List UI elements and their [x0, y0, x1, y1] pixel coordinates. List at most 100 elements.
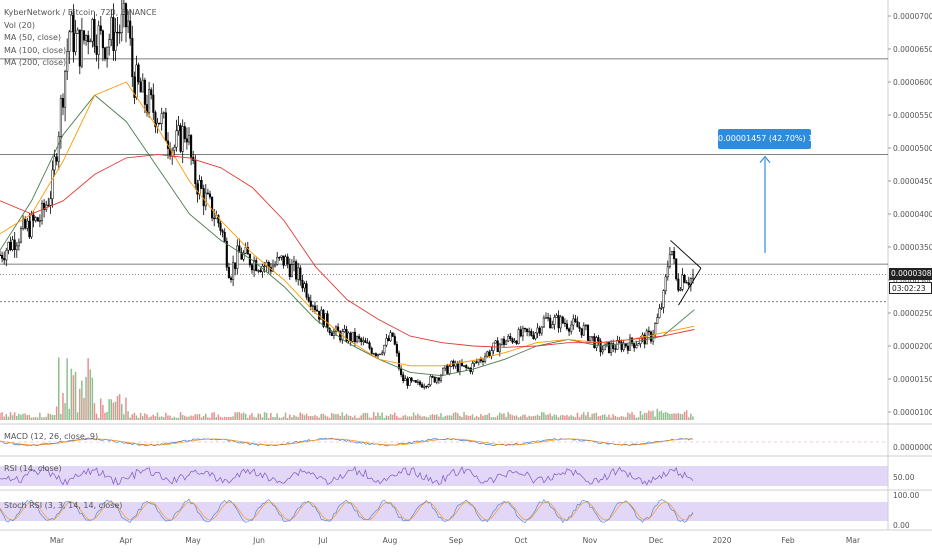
candle-body	[137, 64, 140, 83]
candle-body	[43, 202, 46, 210]
stoch-pane-label[interactable]: Stoch RSI (3, 3, 14, 14, close)	[4, 501, 123, 510]
volume-bar	[217, 414, 220, 420]
rsi-pane-label[interactable]: RSI (14, close)	[4, 464, 62, 473]
volume-bar	[58, 357, 60, 420]
candle-body	[91, 19, 94, 42]
candle-body	[431, 376, 434, 378]
candle-body	[76, 29, 79, 34]
candle-body	[427, 384, 430, 387]
volume-bar	[513, 415, 516, 420]
rsi-axis-tick: 50.00	[893, 473, 915, 482]
stoch-d-line	[0, 501, 694, 521]
volume-bar	[95, 413, 98, 420]
volume-bar	[408, 416, 411, 420]
volume-bar	[692, 416, 694, 420]
candle-body	[248, 253, 251, 266]
candle-body	[255, 260, 258, 272]
volume-bar	[620, 416, 623, 420]
volume-bar	[238, 412, 241, 420]
candle-body	[460, 362, 464, 367]
candle-body	[9, 241, 12, 251]
volume-bar	[171, 417, 173, 420]
candle-body	[55, 156, 58, 162]
volume-bar	[79, 388, 81, 420]
candle-body	[7, 241, 10, 251]
current-price-badge: 0.00003087	[889, 268, 932, 280]
candle-body	[200, 179, 203, 189]
candle-body	[685, 282, 688, 284]
candle-body	[5, 249, 8, 261]
volume-bar	[169, 415, 171, 420]
candle-body	[628, 337, 632, 351]
volume-bar	[244, 413, 247, 420]
candle-body	[307, 296, 310, 302]
volume-bar	[543, 412, 545, 420]
volume-bar	[669, 413, 671, 420]
volume-bar	[347, 415, 350, 420]
volume-bar	[604, 414, 606, 420]
symbol-title: KyberNetwork / Bitcoin, 720, BINANCE	[4, 8, 157, 17]
legend-ma100[interactable]: MA (100, close)	[4, 45, 67, 55]
volume-bar	[297, 416, 299, 420]
candle-body	[544, 317, 548, 319]
candle-body	[118, 32, 121, 34]
candle-body	[89, 40, 92, 43]
candle-body	[213, 217, 216, 220]
volume-bar	[9, 412, 12, 420]
volume-bar	[606, 416, 608, 420]
volume-bar	[230, 416, 232, 420]
macd-pane-label[interactable]: MACD (12, 26, close, 9)	[4, 432, 99, 441]
volume-bar	[165, 412, 167, 420]
volume-bar	[366, 413, 369, 420]
volume-bar	[417, 413, 419, 420]
candle-body	[490, 350, 493, 357]
volume-bar	[465, 415, 467, 420]
candle-body	[570, 324, 573, 332]
volume-bar	[152, 414, 154, 420]
volume-bar	[194, 414, 196, 420]
volume-bar	[146, 414, 148, 420]
candle-body	[423, 385, 426, 388]
volume-bar	[284, 412, 287, 420]
candle-body	[404, 378, 407, 382]
volume-bar	[562, 414, 564, 420]
candle-body	[559, 316, 562, 329]
candle-body	[242, 252, 245, 260]
volume-bar	[688, 417, 690, 420]
candle-body	[122, 3, 125, 15]
candle-body	[517, 329, 520, 344]
volume-bar	[349, 415, 352, 420]
legend-vol[interactable]: Vol (20)	[4, 20, 35, 30]
candle-body	[326, 313, 329, 329]
measure-label[interactable]: 0.00001457 (42.70%) 1457	[718, 129, 829, 149]
candle-body	[217, 215, 220, 224]
legend-ma200[interactable]: MA (200, close)	[4, 58, 67, 67]
candle-body	[13, 239, 16, 251]
time-axis-tick-label: Oct	[515, 536, 528, 545]
candle-body	[181, 126, 184, 152]
candle-body	[82, 30, 86, 41]
candle-body	[641, 334, 644, 338]
candle-body	[515, 340, 518, 344]
candle-body	[40, 202, 44, 221]
candle-body	[150, 89, 153, 96]
candle-body	[631, 337, 634, 344]
volume-bar	[515, 415, 518, 420]
volume-bar	[482, 415, 484, 420]
candle-body	[244, 246, 247, 254]
volume-bar	[232, 416, 234, 420]
volume-bar	[677, 413, 679, 420]
volume-bar	[221, 417, 224, 420]
legend-ma50[interactable]: MA (50, close)	[4, 33, 62, 42]
candle-body	[576, 321, 579, 328]
volume-bar	[646, 412, 648, 420]
candle-body	[473, 361, 476, 364]
volume-bar	[658, 411, 661, 420]
volume-bar	[158, 416, 161, 420]
volume-bar	[421, 416, 423, 420]
